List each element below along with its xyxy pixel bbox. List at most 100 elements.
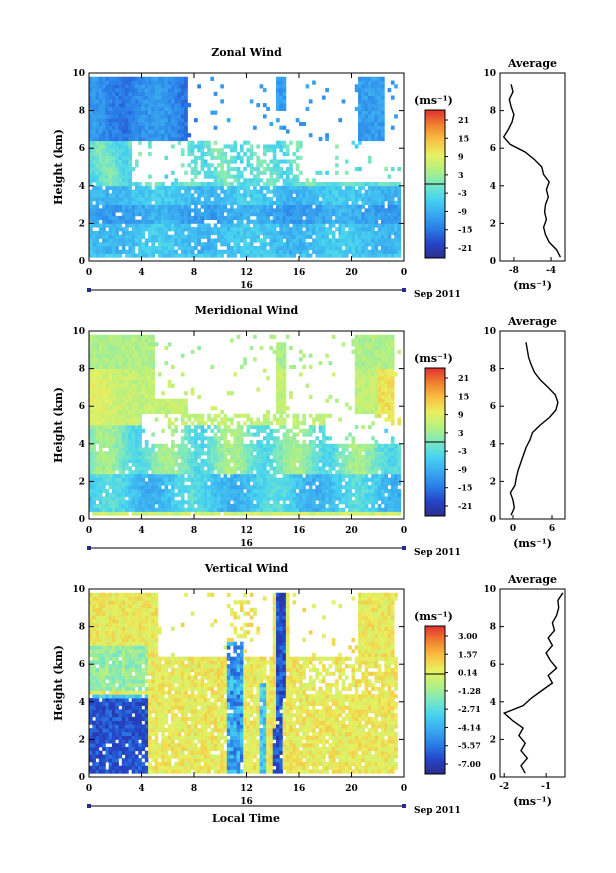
heatmap-cell [272,159,277,164]
heatmap-cell [115,346,119,351]
heatmap-cell [285,496,290,501]
heatmap-cell [102,409,106,415]
heatmap-cell [111,451,116,456]
heatmap-cell [256,174,261,179]
heatmap-cell [161,242,165,247]
heatmap-cell [210,242,215,247]
heatmap-cell [118,342,123,347]
heatmap-cell [128,455,133,460]
heatmap-cell [285,170,290,175]
heatmap-cell [338,238,343,243]
heatmap-cell [213,496,218,501]
heatmap-cell [164,136,169,142]
heatmap-cell [148,185,152,190]
heatmap-cell [285,144,290,149]
heatmap-cell [282,372,287,377]
heatmap-cell [377,80,382,85]
heatmap-cell [335,245,339,251]
heatmap-cell [108,197,113,202]
heatmap-cell [102,182,106,187]
heatmap-cell [236,185,241,190]
heatmap-cell [141,500,146,505]
heatmap-cell [144,507,149,512]
heatmap-cell [98,230,103,236]
heatmap-cell [138,477,142,482]
heatmap-cell [200,200,205,205]
heatmap-cell [243,361,247,366]
heatmap-cell [256,178,261,183]
heatmap-cell [171,451,175,456]
heatmap-cell [394,215,398,221]
heatmap-cell [230,204,234,209]
heatmap-cell [269,496,274,501]
heatmap-cell [381,189,385,194]
heatmap-cell [164,447,169,452]
y-tick-label: 4 [79,182,85,192]
heatmap-cell [279,372,283,377]
heatmap-cell [95,364,100,369]
heatmap-cell [131,440,136,445]
heatmap-cell [259,466,264,471]
heatmap-cell [371,234,375,239]
heatmap-cell [102,421,106,426]
heatmap-cell [167,185,172,190]
heatmap-cell [203,458,208,463]
heatmap-cell [276,409,280,415]
heatmap-cell [161,88,165,93]
heatmap-cell [374,185,379,190]
heatmap-cell [197,193,201,198]
heatmap-cell [207,189,211,194]
heatmap-cell [216,212,221,217]
heatmap-cell [387,197,392,202]
heatmap-cell [118,200,123,205]
heatmap-cell [174,215,178,221]
heatmap-cell [105,338,110,343]
heatmap-cell [256,230,261,236]
heatmap-cell [108,443,113,448]
heatmap-cell [161,200,165,205]
heatmap-cell [233,189,238,194]
heatmap-cell [187,230,192,236]
heatmap-cell [285,242,290,247]
heatmap-cell [374,106,379,111]
heatmap-cell [259,219,264,224]
heatmap-cell [351,219,356,224]
heatmap-cell [151,121,156,127]
heatmap-cell [236,242,241,247]
heatmap-cell [121,84,126,89]
heatmap-cell [207,417,211,422]
heatmap-cell [325,197,329,202]
heatmap-cell [390,227,395,232]
heatmap-cell [167,88,172,93]
heatmap-cell [197,200,201,205]
heatmap-cell [289,451,293,456]
heatmap-cell [312,249,316,254]
heatmap-cell [148,492,152,497]
heatmap-cell [95,215,100,221]
heatmap-cell [220,432,224,437]
heatmap-cell [154,417,159,422]
heatmap-cell [272,440,277,445]
heatmap-cell [358,110,362,115]
heatmap-cell [315,215,320,221]
heatmap-cell [328,245,333,251]
heatmap-cell [348,193,352,198]
heatmap-cell [276,398,280,403]
heatmap-cell [259,447,264,452]
heatmap-cell [131,234,136,239]
heatmap-cell [154,488,159,494]
heatmap-cell [131,368,136,373]
heatmap-cell [141,349,146,354]
heatmap-cell [387,249,392,254]
heatmap-cell [312,182,316,187]
heatmap-cell [164,106,169,111]
x-tick-label: 20 [345,268,358,278]
heatmap-cell [272,349,277,354]
heatmap-cell [203,500,208,505]
heatmap-cell [174,129,178,134]
heatmap-cell [226,417,231,422]
heatmap-cell [239,200,244,205]
heatmap-cell [167,406,172,411]
heatmap-cell [167,242,172,247]
heatmap-cell [167,204,172,209]
